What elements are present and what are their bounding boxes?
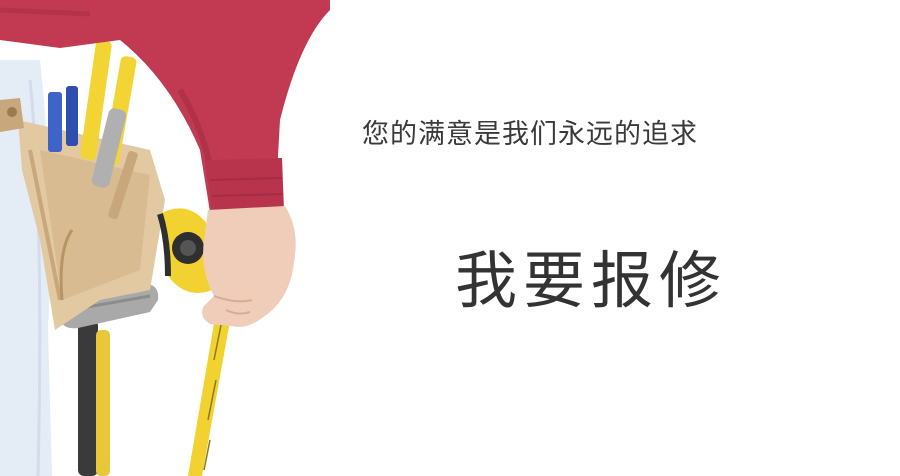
workman-illustration	[0, 0, 330, 476]
pencil-icon	[80, 40, 112, 160]
utility-knife-icon	[91, 108, 127, 188]
screwdriver-icon	[48, 92, 62, 152]
hand	[202, 206, 296, 327]
tape-measure-icon	[157, 208, 232, 476]
hammer-head-icon	[60, 283, 159, 329]
request-repair-link[interactable]: 我要报修	[455, 244, 728, 317]
shirt-cuff	[205, 158, 284, 214]
hammer-handle	[78, 320, 98, 476]
slogan-text: 您的满意是我们永远的追求	[362, 119, 698, 150]
